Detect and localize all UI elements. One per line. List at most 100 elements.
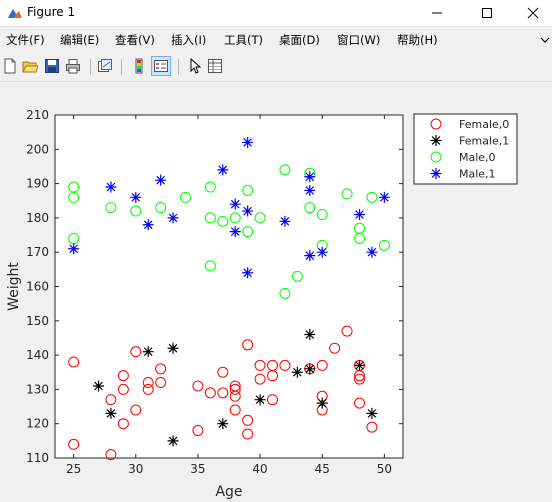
data-point	[217, 366, 229, 378]
data-point	[142, 219, 154, 231]
legend-label: Female,1	[459, 135, 509, 148]
data-point	[267, 394, 278, 406]
data-point	[167, 212, 179, 224]
figure-canvas[interactable]: 25 30 35 40 45 50 110 120 130 140 150 160 170 180 190 2…	[0, 82, 552, 502]
insert-colorbar-button[interactable]	[130, 57, 148, 75]
data-point	[341, 325, 353, 337]
menu-edit[interactable]: 编辑(E)	[60, 33, 100, 47]
data-point	[204, 212, 216, 224]
data-point	[130, 205, 142, 217]
data-point	[291, 366, 303, 378]
data-point	[378, 191, 390, 203]
data-point	[242, 428, 254, 440]
legend[interactable]: Female,0 Female,1 Male,0 Male,1	[413, 113, 518, 185]
data-point	[229, 390, 241, 402]
toolbar	[0, 53, 552, 82]
data-point	[105, 407, 117, 419]
data-point	[316, 397, 328, 409]
data-point	[242, 226, 254, 238]
y-tick-label: 120	[26, 417, 49, 431]
x-tick-label: 50	[377, 462, 392, 476]
data-point	[366, 246, 378, 258]
data-point	[68, 191, 80, 203]
new-figure-button[interactable]	[1, 57, 19, 75]
property-inspector-button[interactable]	[206, 57, 224, 75]
y-tick-label: 150	[26, 314, 49, 328]
data-point	[354, 208, 365, 220]
legend-marker	[430, 151, 442, 163]
y-tick-label: 140	[26, 348, 49, 362]
data-point	[142, 383, 154, 395]
legend-label: Female,0	[459, 118, 509, 131]
data-point	[105, 394, 117, 406]
y-axis-label: Weight	[6, 262, 22, 311]
menu-insert[interactable]: 插入(I)	[171, 33, 207, 47]
data-point	[366, 191, 378, 203]
toolbar-separator	[178, 59, 179, 75]
data-point	[254, 359, 266, 371]
close-button[interactable]	[510, 0, 552, 26]
x-tick-label: 45	[315, 462, 330, 476]
data-point	[242, 414, 254, 426]
data-point	[130, 191, 142, 203]
data-point	[155, 363, 167, 375]
data-point	[142, 346, 154, 358]
insert-legend-icon	[154, 60, 168, 72]
legend-label: Male,0	[459, 151, 496, 164]
data-point	[229, 198, 241, 210]
data-point	[130, 404, 142, 416]
x-tick-label: 35	[190, 462, 205, 476]
menu-bar: 文件(F) 编辑(E) 查看(V) 插入(I) 工具(T) 桌面(D) 窗口(W…	[0, 28, 552, 50]
data-point	[304, 250, 316, 262]
data-point	[254, 212, 266, 224]
y-tick-label: 190	[26, 177, 49, 191]
data-point	[217, 418, 229, 430]
data-point	[242, 205, 254, 217]
print-button[interactable]	[64, 57, 82, 75]
data-point	[329, 342, 341, 354]
y-tick-label: 170	[26, 245, 49, 259]
data-point	[68, 438, 80, 450]
data-point	[341, 188, 353, 200]
data-point	[93, 380, 104, 392]
open-button[interactable]	[21, 57, 39, 75]
data-point	[130, 346, 142, 358]
minimize-icon	[432, 12, 442, 14]
maximize-button[interactable]	[464, 0, 510, 26]
data-point	[229, 226, 241, 238]
data-point	[117, 383, 129, 395]
toolbar-separator	[90, 59, 91, 75]
minimize-button[interactable]	[414, 0, 460, 26]
menu-tools[interactable]: 工具(T)	[224, 33, 263, 47]
save-button[interactable]	[43, 57, 61, 75]
link-plot-button[interactable]	[96, 57, 114, 75]
data-point	[105, 202, 117, 214]
edit-plot-button[interactable]	[186, 57, 204, 75]
plot-area	[54, 114, 404, 459]
title-bar: Figure 1	[0, 0, 552, 27]
data-point	[217, 387, 229, 399]
data-point	[242, 136, 254, 148]
menu-overflow-icon[interactable]	[540, 36, 550, 44]
data-point	[242, 339, 254, 351]
menu-desktop[interactable]: 桌面(D)	[279, 33, 320, 47]
insert-legend-button[interactable]	[151, 56, 171, 76]
data-point	[316, 246, 328, 258]
menu-file[interactable]: 文件(F)	[6, 33, 45, 47]
property-inspector-icon	[208, 59, 222, 73]
legend-label: Male,1	[459, 168, 496, 181]
window-title: Figure 1	[27, 5, 76, 19]
y-tick-label: 180	[26, 211, 49, 225]
data-point	[316, 359, 328, 371]
data-point	[354, 232, 365, 244]
menu-window[interactable]: 窗口(W)	[337, 33, 381, 47]
data-point	[254, 394, 266, 406]
menu-view[interactable]: 查看(V)	[115, 33, 155, 47]
data-point	[155, 174, 167, 186]
legend-marker	[430, 118, 442, 130]
data-point	[68, 356, 80, 368]
menu-help[interactable]: 帮助(H)	[397, 33, 438, 47]
x-tick-label: 30	[128, 462, 143, 476]
y-tick-label: 160	[26, 280, 49, 294]
data-point	[254, 373, 266, 385]
